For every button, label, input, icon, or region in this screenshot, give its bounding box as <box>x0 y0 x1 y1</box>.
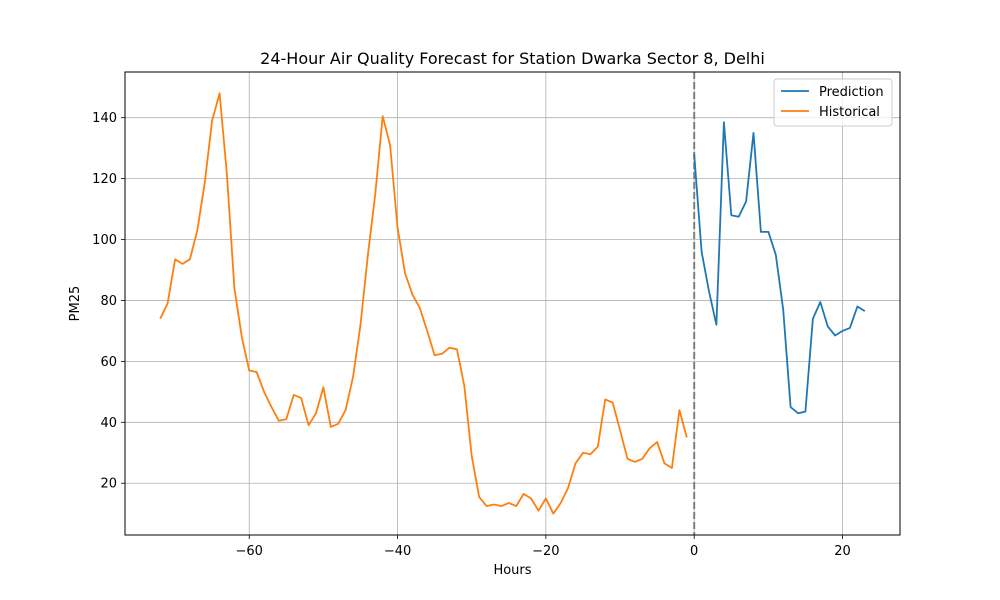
y-axis-label: PM25 <box>68 286 83 322</box>
y-tick-label: 140 <box>92 111 117 126</box>
axis-ticks: −60 −40 −20 0 20 20 40 60 80 100 120 140 <box>92 111 851 559</box>
chart-title: 24-Hour Air Quality Forecast for Station… <box>260 49 765 68</box>
plot-area-frame <box>124 71 901 536</box>
series-line-prediction <box>693 121 866 415</box>
y-tick-label: 120 <box>92 172 117 187</box>
x-tick-label: 0 <box>690 544 698 559</box>
series-line-historical <box>159 92 688 515</box>
x-tick-label: −60 <box>236 544 263 559</box>
y-tick-label: 100 <box>92 233 117 248</box>
y-tick-label: 20 <box>100 477 117 492</box>
x-tick-label: −40 <box>384 544 411 559</box>
y-tick-label: 40 <box>100 416 117 431</box>
y-tick-label: 60 <box>100 355 117 370</box>
legend-label-historical: Historical <box>819 105 880 120</box>
y-tick-label: 80 <box>100 294 117 309</box>
legend: Prediction Historical <box>773 78 893 127</box>
legend-label-prediction: Prediction <box>819 85 884 100</box>
x-tick-label: 20 <box>834 544 851 559</box>
series-group <box>159 92 866 515</box>
x-tick-label: −20 <box>532 544 559 559</box>
x-axis-label: Hours <box>493 563 531 578</box>
